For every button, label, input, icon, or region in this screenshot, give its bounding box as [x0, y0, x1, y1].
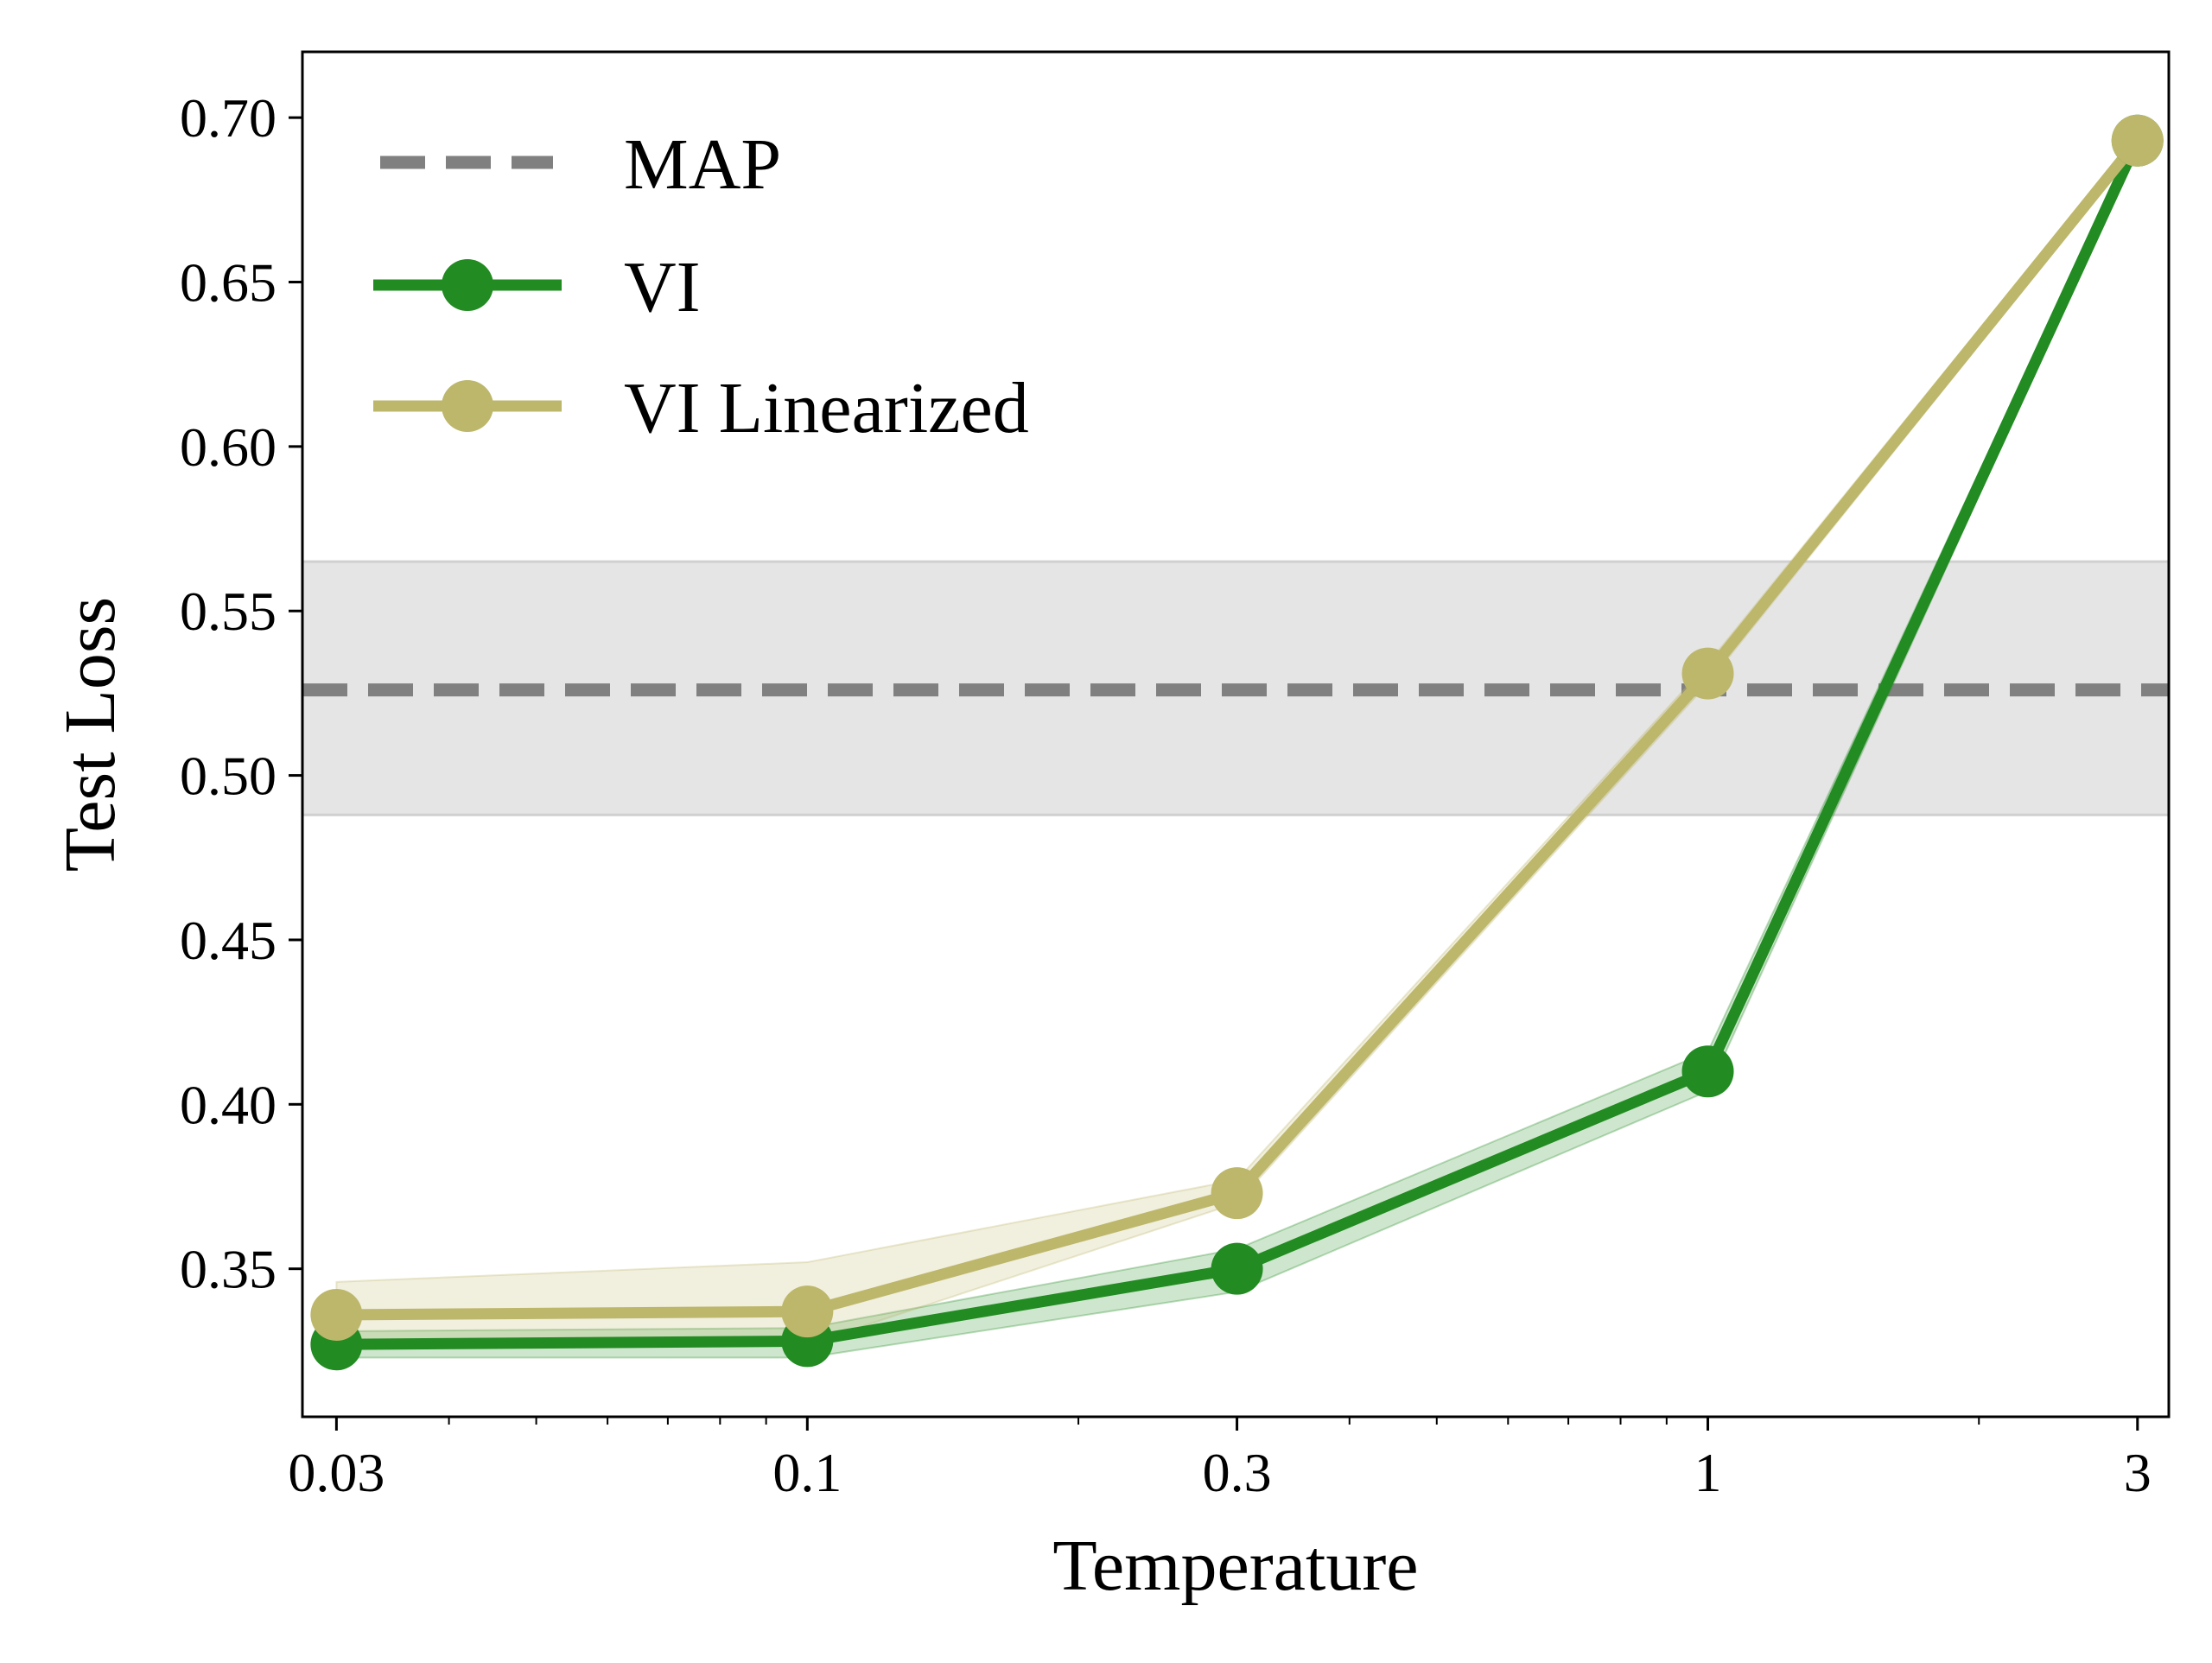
y-axis-ticks: 0.35 0.40 0.45 0.50 0.55 0.60 0.65 0.70	[180, 87, 302, 1300]
x-tick-label: 0.03	[288, 1442, 385, 1503]
y-tick-label: 0.70	[180, 87, 276, 149]
legend-map-label: MAP	[624, 124, 781, 205]
series-vi-linearized-point	[310, 1288, 363, 1341]
plot-frame	[301, 50, 2171, 1419]
x-tick-label: 0.1	[772, 1442, 842, 1503]
x-tick-label: 3	[2124, 1442, 2152, 1503]
legend-vi-marker	[442, 259, 493, 311]
series-vi-linearized-point	[1681, 647, 1734, 700]
y-tick-label: 0.50	[180, 746, 276, 807]
x-axis-label: Temperature	[1052, 1526, 1418, 1606]
y-axis-label: Test Loss	[50, 597, 130, 872]
legend-vi-linearized-label: VI Linearized	[624, 368, 1029, 448]
y-tick-label: 0.55	[180, 581, 276, 642]
legend-vi-label: VI	[624, 247, 701, 327]
x-tick-label: 0.3	[1203, 1442, 1272, 1503]
y-tick-label: 0.35	[180, 1239, 276, 1300]
x-axis-ticks: 0.03 0.1 0.3 1 3	[288, 1417, 2152, 1503]
series-vi-linearized-point	[781, 1285, 834, 1338]
y-tick-label: 0.65	[180, 252, 276, 314]
legend-vi-linearized-marker	[442, 380, 493, 432]
series-vi-linearized-point	[1211, 1167, 1263, 1220]
y-tick-label: 0.45	[180, 910, 276, 971]
series-vi-point	[1211, 1242, 1263, 1295]
series-vi-point	[1681, 1045, 1734, 1098]
series-vi-linearized-point	[2111, 114, 2164, 167]
legend: MAP VI VI Linearized	[373, 124, 1029, 448]
x-tick-label: 1	[1694, 1442, 1722, 1503]
series-point-layer	[310, 114, 2164, 1371]
y-tick-label: 0.40	[180, 1074, 276, 1135]
y-tick-label: 0.60	[180, 416, 276, 478]
